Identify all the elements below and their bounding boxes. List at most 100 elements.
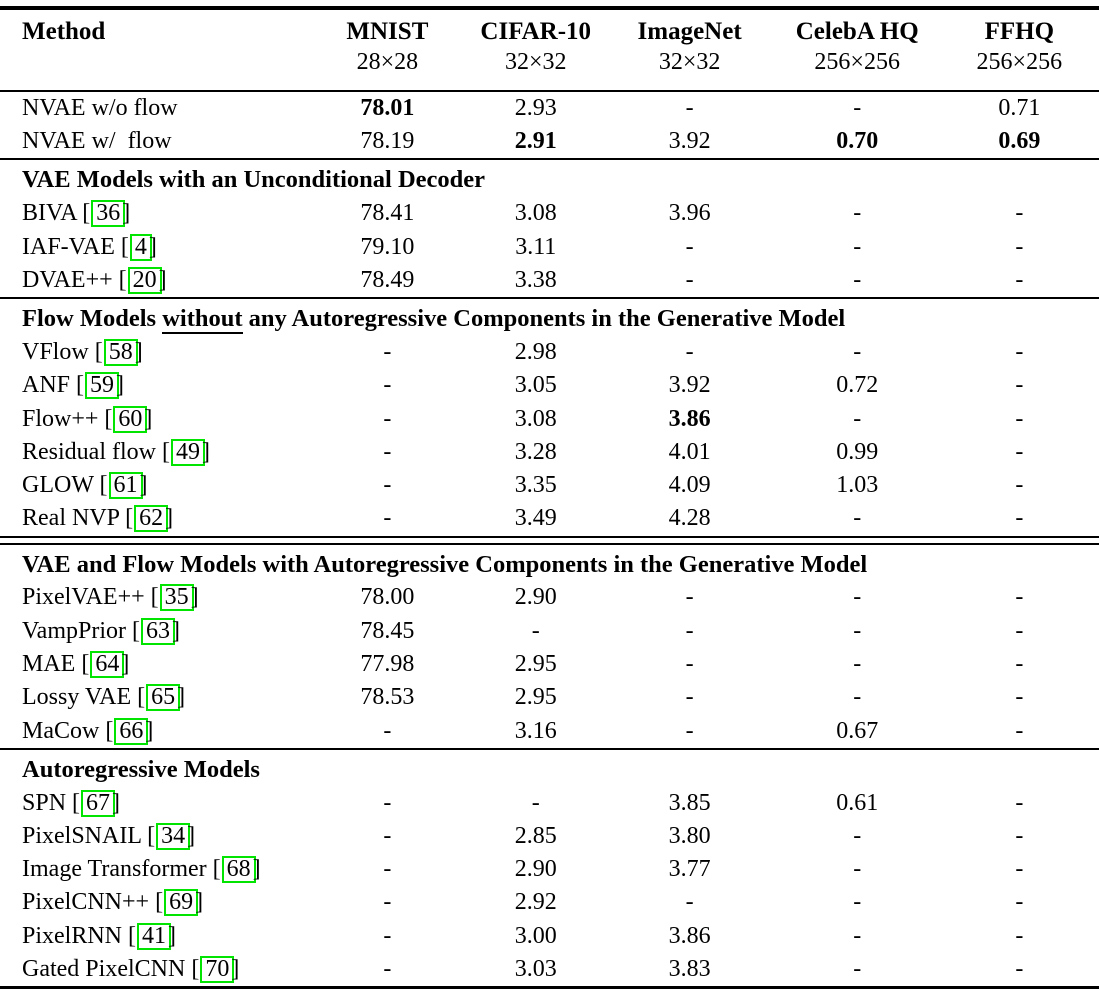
- value-cell: -: [1015, 617, 1024, 644]
- column-label: MNIST: [346, 18, 429, 45]
- method-name: NVAE w/ flow: [22, 128, 172, 155]
- citation-close-bracket: ]: [190, 584, 199, 611]
- benchmark-results-table: Method MNIST 28×28 CIFAR-10 32×32 ImageNet 32×…: [0, 6, 1099, 990]
- value-cell: -: [853, 405, 862, 432]
- method-cell: Lossy VAE [65]: [0, 681, 308, 714]
- table-row: MaCow [66] - 3.16 - 0.67 -: [0, 715, 1099, 749]
- value-cell: -: [853, 684, 862, 711]
- citation-open-bracket: [: [132, 617, 140, 644]
- citation-open-bracket: [: [150, 584, 159, 611]
- value-cell: -: [853, 856, 862, 883]
- value-cell: -: [853, 889, 862, 916]
- citation-link[interactable]: 63: [141, 617, 175, 645]
- value-cell: -: [853, 822, 862, 849]
- method-cell: NVAE w/o flow: [0, 91, 308, 125]
- citation-link[interactable]: 61: [108, 472, 143, 500]
- table-row: Real NVP [62] - 3.49 4.28 - -: [0, 502, 1099, 536]
- value-cell: 2.91: [514, 128, 557, 155]
- citation-open-bracket: [: [99, 472, 108, 499]
- value-cell: -: [853, 584, 862, 611]
- header-row: Method MNIST 28×28 CIFAR-10 32×32 ImageNet 32×…: [0, 8, 1099, 92]
- citation-link[interactable]: 36: [91, 200, 126, 228]
- citation-open-bracket: [: [191, 956, 200, 983]
- section-heading-row: Flow Models without any Autoregressive C…: [0, 297, 1099, 337]
- citation-link[interactable]: 58: [103, 339, 138, 367]
- citation-link[interactable]: 4: [129, 233, 152, 261]
- citation-link[interactable]: 59: [85, 372, 120, 400]
- citation-link[interactable]: 65: [146, 684, 181, 712]
- value-cell: -: [383, 922, 392, 949]
- value-cell: 4.01: [668, 438, 711, 465]
- citation-open-bracket: [: [147, 822, 156, 849]
- method-name: DVAE++: [22, 266, 113, 293]
- column-resolution: 28×28: [356, 48, 419, 75]
- value-cell: -: [685, 889, 694, 916]
- method-cell: PixelCNN++ [69]: [0, 886, 308, 919]
- value-cell: 78.53: [360, 684, 415, 711]
- value-cell: 2.90: [514, 584, 557, 611]
- value-cell: 3.03: [514, 956, 557, 983]
- method-name: PixelSNAIL: [22, 822, 142, 849]
- value-cell: 2.98: [514, 339, 557, 366]
- citation-close-bracket: ]: [168, 922, 177, 949]
- citation-open-bracket: [: [72, 789, 81, 816]
- value-cell: 3.28: [514, 438, 557, 465]
- citation-link[interactable]: 64: [90, 651, 125, 679]
- method-cell: Real NVP [62]: [0, 502, 308, 536]
- citation-close-bracket: ]: [139, 472, 148, 499]
- table-row: VampPrior [63] 78.45 - - - -: [0, 615, 1099, 648]
- citation-open-bracket: [: [155, 889, 164, 916]
- citation-link[interactable]: 66: [114, 717, 149, 745]
- section-heading: Autoregressive Models: [0, 747, 1099, 787]
- citation-link[interactable]: 20: [127, 266, 162, 294]
- method-name: VFlow: [22, 339, 89, 366]
- column-label: CIFAR-10: [480, 18, 592, 45]
- value-cell: 78.41: [360, 200, 415, 227]
- value-cell: 3.08: [514, 405, 557, 432]
- value-cell: -: [1015, 339, 1024, 366]
- citation-link[interactable]: 69: [164, 889, 199, 917]
- value-cell: -: [383, 438, 392, 465]
- method-name: GLOW: [22, 472, 94, 499]
- value-cell: 0.69: [998, 128, 1041, 155]
- value-cell: -: [1015, 856, 1024, 883]
- citation-open-bracket: [: [82, 200, 91, 227]
- citation-link[interactable]: 41: [137, 922, 172, 950]
- citation-open-bracket: [: [125, 505, 134, 532]
- method-name: PixelCNN++: [22, 889, 150, 916]
- citation-close-bracket: ]: [252, 856, 261, 883]
- value-cell: 3.38: [514, 266, 557, 293]
- citation-link[interactable]: 35: [159, 584, 194, 612]
- value-cell: -: [1015, 233, 1024, 260]
- column-resolution: 32×32: [504, 48, 567, 75]
- value-cell: 4.28: [668, 505, 711, 532]
- double-rule: [0, 535, 1099, 545]
- citation-link[interactable]: 70: [200, 956, 235, 984]
- citation-close-bracket: ]: [158, 266, 167, 293]
- value-cell: -: [853, 94, 862, 121]
- heading-text: Autoregressive Models: [22, 755, 260, 783]
- value-cell: 3.86: [668, 405, 711, 432]
- citation-link[interactable]: 67: [81, 789, 116, 817]
- citation-link[interactable]: 62: [134, 505, 169, 533]
- citation-link[interactable]: 60: [113, 405, 148, 433]
- method-cell: Gated PixelCNN [70]: [0, 953, 308, 988]
- citation-close-bracket: ]: [165, 505, 174, 532]
- value-cell: 0.61: [836, 789, 879, 816]
- method-name: ANF: [22, 372, 71, 399]
- value-cell: 3.05: [514, 372, 557, 399]
- citation-link[interactable]: 34: [156, 822, 191, 850]
- method-cell: GLOW [61]: [0, 469, 308, 502]
- citation-link[interactable]: 49: [170, 438, 205, 466]
- value-cell: 0.70: [836, 128, 879, 155]
- value-cell: -: [1015, 922, 1024, 949]
- citation-link[interactable]: 68: [221, 856, 256, 884]
- value-cell: 4.09: [668, 472, 711, 499]
- value-cell: 3.96: [668, 200, 711, 227]
- value-cell: -: [1015, 405, 1024, 432]
- method-name: Lossy VAE: [22, 684, 132, 711]
- value-cell: -: [383, 856, 392, 883]
- citation-close-bracket: ]: [177, 684, 186, 711]
- value-cell: 2.95: [514, 651, 557, 678]
- value-cell: -: [383, 822, 392, 849]
